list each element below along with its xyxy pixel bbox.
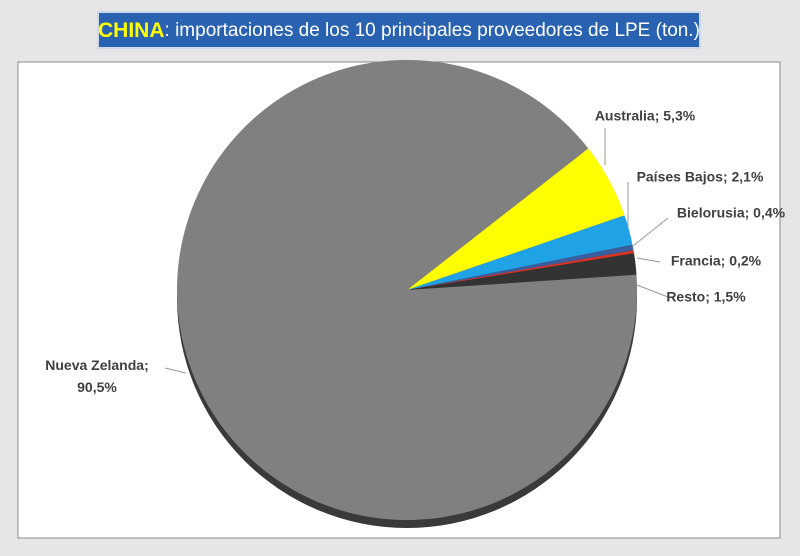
data-label: Países Bajos; 2,1% bbox=[637, 169, 764, 185]
data-label: Resto; 1,5% bbox=[666, 289, 746, 305]
pie-slice bbox=[407, 215, 633, 290]
title-highlight: CHINA bbox=[98, 19, 165, 42]
pie bbox=[176, 59, 637, 528]
data-label: Nueva Zelanda; 90,5% bbox=[45, 357, 148, 395]
pie-slice bbox=[407, 253, 637, 290]
title-box bbox=[97, 11, 701, 49]
leader-line bbox=[636, 284, 669, 298]
leader-line bbox=[164, 367, 187, 374]
data-label: Francia; 0,2% bbox=[671, 253, 762, 269]
leader-line bbox=[632, 217, 669, 247]
leader-line bbox=[636, 257, 661, 263]
pie-slice bbox=[407, 244, 634, 290]
pie-slice bbox=[407, 148, 625, 290]
pie-slice bbox=[407, 250, 635, 290]
title-text: : importaciones de los 10 principales pr… bbox=[165, 20, 700, 41]
data-label: Bielorusia; 0,4% bbox=[677, 205, 786, 221]
chart-title: CHINA: importaciones de los 10 principal… bbox=[98, 19, 700, 42]
data-label: Australia; 5,3% bbox=[595, 108, 696, 124]
labels: Australia; 5,3% Países Bajos; 2,1% Bieloru… bbox=[45, 108, 785, 395]
pie-slice bbox=[176, 59, 637, 520]
